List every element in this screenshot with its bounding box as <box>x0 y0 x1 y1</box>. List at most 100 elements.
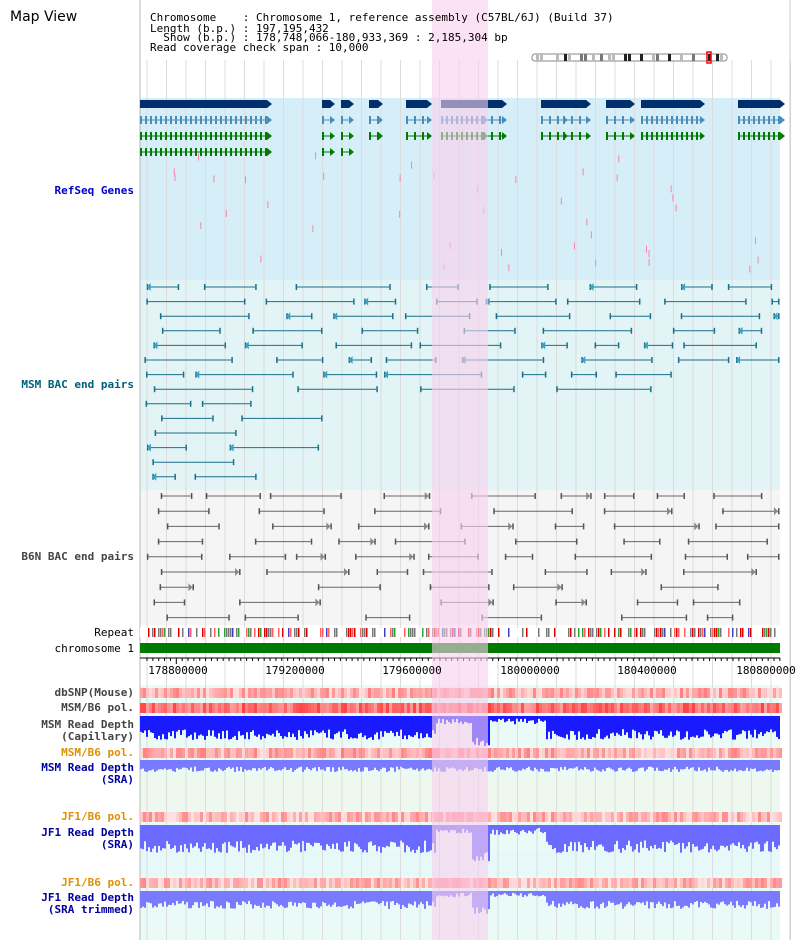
polymorphism-cell <box>266 812 269 822</box>
read-depth-bar <box>716 825 718 852</box>
polymorphism-cell <box>299 878 302 888</box>
polymorphism-cell <box>494 812 497 822</box>
read-depth-bar <box>222 716 224 732</box>
bac-end <box>672 327 675 334</box>
refseq-genes-label[interactable]: RefSeq Genes <box>54 184 134 197</box>
repeat-element <box>598 628 600 637</box>
polymorphism-cell <box>611 688 614 698</box>
repeat-element <box>214 628 216 637</box>
bac-end <box>185 444 187 451</box>
read-depth-bar <box>316 716 318 733</box>
read-depth-bar <box>514 825 516 833</box>
polymorphism-cell <box>566 688 569 698</box>
dbsnp-label[interactable]: dbSNP(Mouse) <box>54 686 134 699</box>
jf1-read-depth-sra-label[interactable]: JF1 Read Depth <box>41 826 134 839</box>
polymorphism-cell <box>395 703 398 713</box>
polymorphism-cell <box>530 878 533 888</box>
bac-end <box>722 508 724 515</box>
read-depth-bar <box>206 760 208 768</box>
read-depth-bar <box>666 716 668 738</box>
read-depth-bar <box>494 760 496 771</box>
jf1-b6-pol-label-1[interactable]: JF1/B6 pol. <box>61 810 134 823</box>
chromosome-track-label[interactable]: chromosome 1 <box>54 642 134 655</box>
polymorphism-cell <box>266 703 269 713</box>
msm-bac-label[interactable]: MSM BAC end pairs <box>21 378 134 391</box>
polymorphism-cell <box>521 703 524 713</box>
read-depth-bar <box>716 716 718 734</box>
polymorphism-cell <box>224 703 227 713</box>
read-depth-bar <box>530 716 532 721</box>
read-depth-bar <box>202 716 204 736</box>
b6n-bac-label[interactable]: B6N BAC end pairs <box>21 550 134 563</box>
bac-end <box>276 357 278 363</box>
polymorphism-cell <box>398 812 401 822</box>
repeat-element <box>350 628 352 637</box>
polymorphism-cell <box>722 703 725 713</box>
gene-exon <box>738 132 740 140</box>
msm-read-depth-sra-label[interactable]: MSM Read Depth <box>41 761 134 774</box>
read-depth-bar <box>508 891 510 897</box>
polymorphism-cell <box>323 812 326 822</box>
read-depth-bar <box>372 825 374 846</box>
polymorphism-cell <box>173 688 176 698</box>
read-depth-bar <box>142 825 144 850</box>
polymorphism-cell <box>773 748 776 758</box>
polymorphism-cell <box>158 748 161 758</box>
polymorphism-cell <box>668 812 671 822</box>
polymorphism-cell <box>698 812 701 822</box>
msm-b6-pol-label-1[interactable]: MSM/B6 pol. <box>61 701 134 714</box>
refseq-feature <box>648 258 650 266</box>
polymorphism-cell <box>515 703 518 713</box>
polymorphism-cell <box>302 878 305 888</box>
refseq-feature <box>618 155 620 163</box>
read-depth-bar <box>574 891 576 904</box>
polymorphism-cell <box>260 748 263 758</box>
gene-strand-arrow <box>427 100 432 108</box>
polymorphism-cell <box>167 812 170 822</box>
read-depth-bar <box>268 716 270 735</box>
polymorphism-cell <box>491 748 494 758</box>
gene-exon <box>696 116 698 124</box>
polymorphism-cell <box>554 688 557 698</box>
msm-read-depth-cap-label[interactable]: MSM Read Depth <box>41 718 134 731</box>
read-depth-bar <box>266 716 268 734</box>
gene-exon <box>773 132 775 140</box>
repeat-element <box>298 628 300 637</box>
jf1-b6-pol-label-2[interactable]: JF1/B6 pol. <box>61 876 134 889</box>
repeat-label[interactable]: Repeat <box>94 626 134 639</box>
polymorphism-cell <box>158 878 161 888</box>
read-depth-bar <box>630 891 632 905</box>
bac-end <box>201 538 204 545</box>
bac-end <box>771 298 773 305</box>
read-depth-bar <box>340 716 342 738</box>
repeat-element <box>710 628 712 637</box>
polymorphism-cell <box>173 748 176 758</box>
ideogram-band <box>584 54 587 61</box>
read-depth-bar <box>162 716 164 735</box>
read-depth-bar <box>428 825 430 852</box>
gene-exon <box>661 132 663 140</box>
polymorphism-cell <box>608 812 611 822</box>
jf1-read-depth-trim-label[interactable]: JF1 Read Depth <box>41 891 134 904</box>
read-depth-bar <box>430 825 432 851</box>
gene-exon <box>499 132 501 140</box>
ideogram-band <box>608 54 611 61</box>
polymorphism-cell <box>344 812 347 822</box>
polymorphism-cell <box>722 688 725 698</box>
bac-end <box>540 614 543 621</box>
polymorphism-cell <box>326 748 329 758</box>
gene-exon <box>145 132 147 140</box>
polymorphism-cell <box>278 688 281 698</box>
read-depth-bar <box>520 891 522 894</box>
read-depth-bar <box>720 825 722 846</box>
polymorphism-cell <box>677 812 680 822</box>
read-depth-bar <box>392 760 394 768</box>
repeat-element <box>620 628 622 637</box>
polymorphism-cell <box>752 688 755 698</box>
polymorphism-cell <box>299 812 302 822</box>
gene-exon <box>681 132 683 140</box>
repeat-element <box>508 628 510 637</box>
read-depth-bar <box>600 716 602 739</box>
polymorphism-cell <box>749 812 752 822</box>
msm-b6-pol-label-2[interactable]: MSM/B6 pol. <box>61 746 134 759</box>
